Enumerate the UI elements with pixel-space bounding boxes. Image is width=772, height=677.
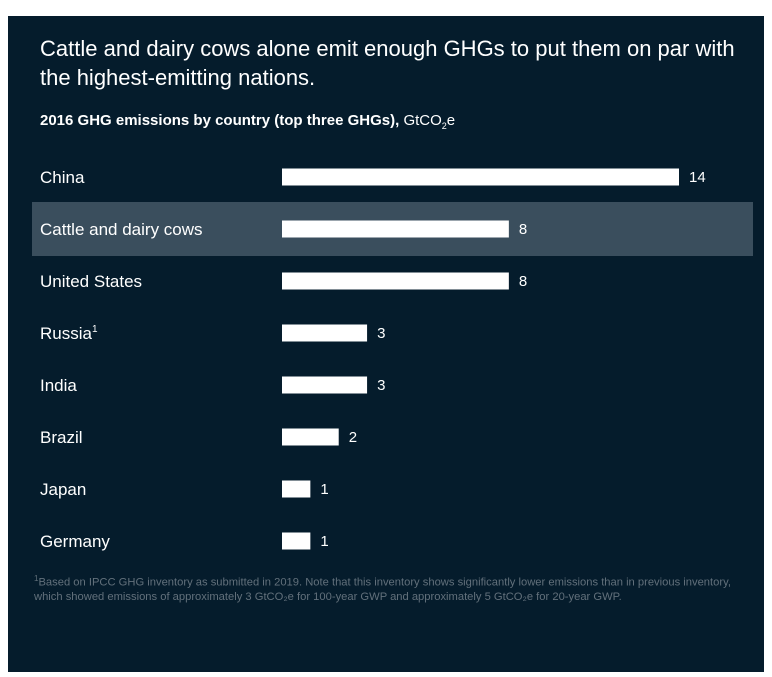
subtitle-main: 2016 GHG emissions by country (top three… [40, 112, 400, 129]
category-label-japan: Japan [40, 480, 86, 499]
category-label-united-states: United States [40, 272, 142, 291]
footnote-mark: 1 [34, 574, 39, 583]
category-label-china: China [40, 168, 85, 187]
footnote-text: Based on IPCC GHG inventory as submitted… [34, 576, 731, 603]
value-label-japan: 1 [320, 481, 328, 498]
category-label-germany: Germany [40, 532, 110, 551]
headline: Cattle and dairy cows alone emit enough … [40, 36, 735, 90]
bar-china [282, 168, 679, 186]
bar-brazil [282, 428, 339, 446]
bar-united-states [282, 272, 509, 290]
value-label-united-states: 8 [519, 273, 527, 290]
bar-japan [282, 480, 311, 498]
category-label-cattle-and-dairy-cows: Cattle and dairy cows [40, 220, 203, 239]
value-label-brazil: 2 [349, 429, 357, 446]
bar-russia [282, 324, 368, 342]
bar-cattle-and-dairy-cows [282, 220, 509, 238]
unit-suffix: e [446, 112, 456, 129]
value-label-cattle-and-dairy-cows: 8 [519, 221, 527, 238]
footnote-ref-russia: 1 [92, 324, 98, 335]
category-label-brazil: Brazil [40, 428, 83, 447]
bar-germany [282, 532, 311, 550]
chart-subtitle: 2016 GHG emissions by country (top three… [40, 112, 740, 131]
chart-panel: Cattle and dairy cows alone emit enough … [8, 16, 764, 672]
unit-subscript: 2 [441, 121, 447, 131]
value-label-china: 14 [689, 169, 706, 186]
value-label-india: 3 [377, 377, 385, 394]
unit-prefix: GtCO [403, 112, 442, 129]
value-label-russia: 3 [377, 325, 385, 342]
footnote: 1Based on IPCC GHG inventory as submitte… [34, 572, 759, 604]
subtitle-unit: GtCO2e [403, 112, 456, 131]
bar-chart: China 14 Cattle and dairy cows 8 United Stat… [32, 168, 753, 551]
category-label-russia: Russia1 [40, 324, 98, 343]
category-label-india: India [40, 376, 77, 395]
value-label-germany: 1 [320, 533, 328, 550]
bar-india [282, 376, 368, 394]
